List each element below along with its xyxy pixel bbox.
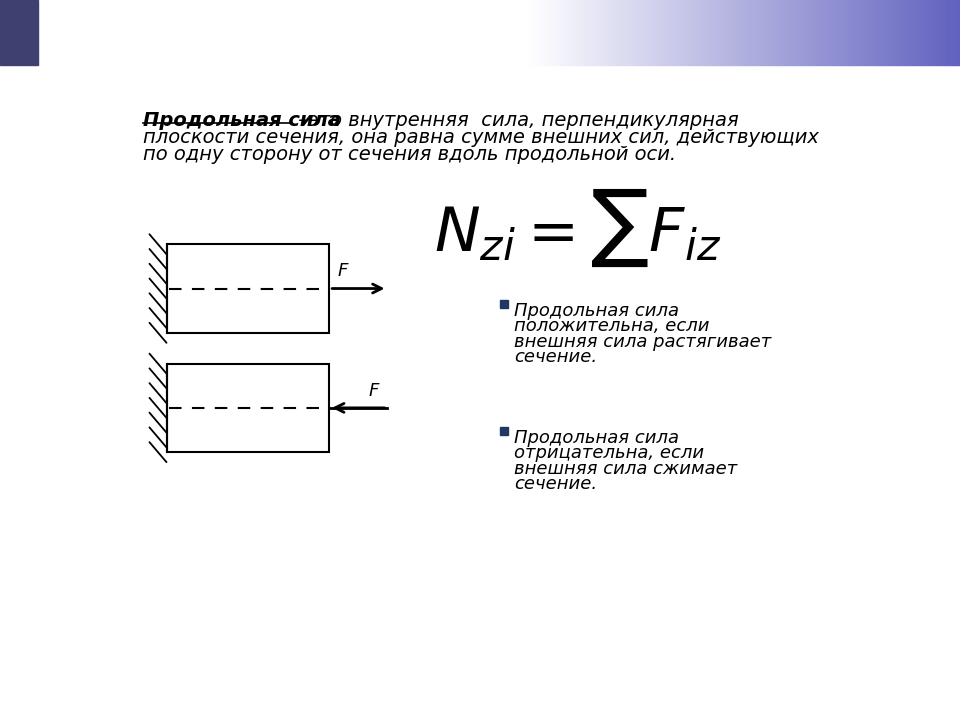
Text: Продольная сила: Продольная сила (515, 429, 680, 447)
Bar (500, 427, 508, 435)
Bar (500, 300, 508, 308)
Text: Продольная сила: Продольная сила (515, 302, 680, 320)
Text: $N_{zi} = \sum F_{iz}$: $N_{zi} = \sum F_{iz}$ (434, 186, 721, 269)
Text: внешняя сила сжимает: внешняя сила сжимает (515, 460, 737, 478)
Text: Продольная сила: Продольная сила (143, 111, 341, 130)
Text: F: F (338, 262, 348, 280)
Text: внешняя сила растягивает: внешняя сила растягивает (515, 333, 772, 351)
Text: сечение.: сечение. (515, 348, 597, 366)
Text: –это внутренняя  сила, перпендикулярная: –это внутренняя сила, перпендикулярная (292, 111, 739, 130)
Bar (166, 244, 329, 333)
Bar (166, 364, 329, 452)
Text: сечение.: сечение. (515, 475, 597, 493)
Text: отрицательна, если: отрицательна, если (515, 444, 705, 462)
Text: по одну сторону от сечения вдоль продольной оси.: по одну сторону от сечения вдоль продоль… (143, 145, 677, 164)
Text: положительна, если: положительна, если (515, 318, 710, 336)
Text: F: F (369, 382, 378, 400)
Text: плоскости сечения, она равна сумме внешних сил, действующих: плоскости сечения, она равна сумме внешн… (143, 128, 819, 147)
